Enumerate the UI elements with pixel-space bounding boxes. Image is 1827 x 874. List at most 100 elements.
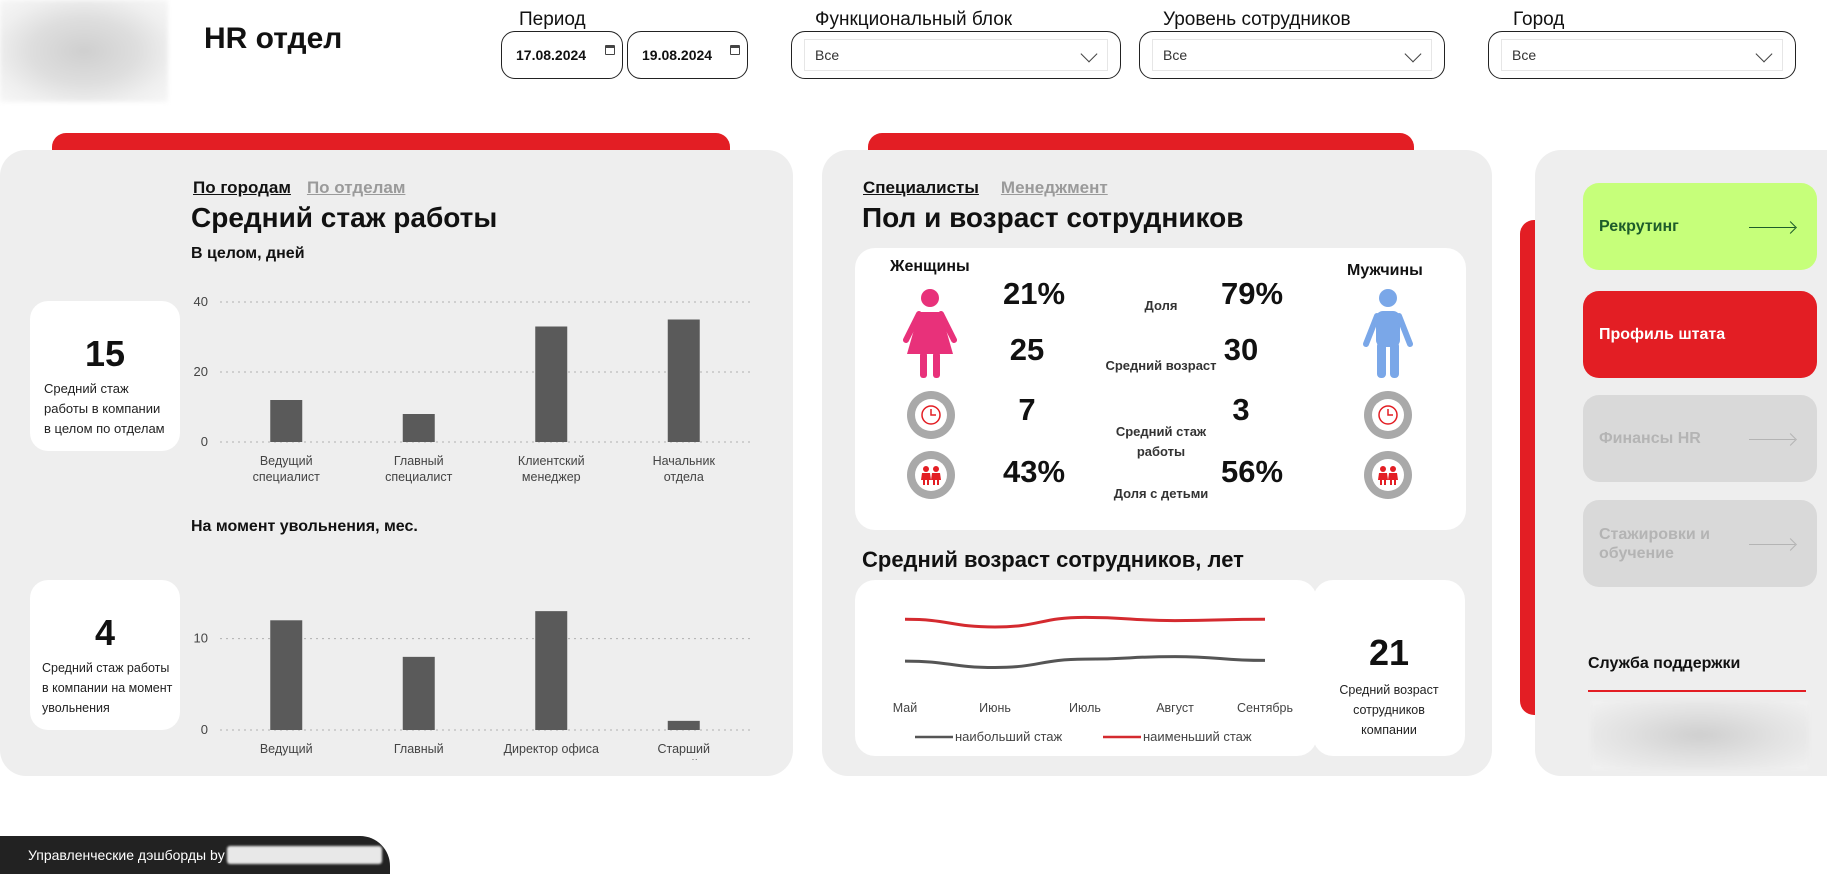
tab-by-city[interactable]: По городам bbox=[193, 178, 291, 197]
city-filter-select[interactable]: Все bbox=[1488, 31, 1796, 79]
clock-icon bbox=[1364, 391, 1412, 439]
tenure-overall-kpi-card: 15 Средний стаж работы в компании в цело… bbox=[30, 301, 180, 451]
age-line-chart-card: Май Июнь Июль Август Сентябрь наибольший стаж… bbox=[855, 580, 1317, 756]
x-tick-label: Директор офиса bbox=[504, 742, 599, 756]
footer-text: Управленческие дэшборды by bbox=[28, 847, 225, 863]
age-kpi-card: 21 Средний возраст сотрудников компании bbox=[1313, 580, 1465, 756]
page-title: HR отдел bbox=[204, 22, 343, 55]
demographics-panel: Специалисты Менеджмент Пол и возраст сот… bbox=[822, 150, 1492, 776]
women-tenure-value: 7 bbox=[1018, 392, 1036, 427]
date-from-input[interactable]: 17.08.2024 bbox=[501, 31, 623, 79]
y-tick-label: 0 bbox=[201, 722, 208, 737]
men-age-value: 30 bbox=[1223, 332, 1259, 367]
company-logo bbox=[0, 0, 168, 102]
block-filter-select[interactable]: Все bbox=[791, 31, 1121, 79]
tab-specialists[interactable]: Специалисты bbox=[863, 178, 979, 197]
date-to-input[interactable]: 19.08.2024 bbox=[627, 31, 748, 79]
kpi-caption-line: в целом по отделам bbox=[44, 421, 165, 436]
x-tick-label: специалист bbox=[253, 470, 321, 484]
bar bbox=[667, 720, 700, 730]
x-tick-label: Июль bbox=[1069, 701, 1101, 715]
children-icon bbox=[1364, 451, 1412, 499]
bar bbox=[270, 620, 303, 730]
kpi-caption-line: работы в компании bbox=[44, 401, 161, 416]
support-label[interactable]: Служба поддержки bbox=[1588, 655, 1741, 672]
male-figure-icon bbox=[1363, 289, 1413, 378]
x-tick-label: Июнь bbox=[979, 701, 1011, 715]
calendar-icon[interactable] bbox=[605, 45, 615, 55]
level-filter-select[interactable]: Все bbox=[1139, 31, 1445, 79]
share-row-label: Доля bbox=[1144, 298, 1178, 313]
kpi-caption-line: в компании на момент bbox=[42, 681, 173, 695]
women-label: Женщины bbox=[890, 258, 970, 275]
tenure-overall-bar-chart: 0 20 40 Ведущий специалист Главный специалист К… bbox=[194, 294, 750, 484]
women-children-value: 43% bbox=[1002, 454, 1066, 489]
nav-staff-profile-button[interactable]: Профиль штата bbox=[1583, 291, 1817, 378]
clock-icon bbox=[907, 391, 955, 439]
x-tick-label: специалист bbox=[385, 758, 453, 760]
tenure-dismissal-bar-chart: 0 10 Ведущий специалист Главный специалист Дир… bbox=[194, 611, 750, 760]
kpi-caption-line: сотрудников bbox=[1353, 703, 1425, 717]
children-icon bbox=[907, 451, 955, 499]
support-logo bbox=[1591, 700, 1809, 770]
kpi-caption-line: Средний возраст bbox=[1339, 683, 1439, 697]
tenure-title: Средний стаж работы bbox=[191, 202, 498, 233]
nav-recruiting-label: Рекрутинг bbox=[1599, 217, 1679, 235]
demographics-title: Пол и возраст сотрудников bbox=[862, 202, 1244, 233]
kpi-caption-line: увольнения bbox=[42, 701, 110, 715]
x-tick-label: Ведущий bbox=[260, 454, 313, 468]
x-tick-label: Клиентский bbox=[518, 454, 585, 468]
nav-staff-profile-label: Профиль штата bbox=[1599, 325, 1726, 343]
x-tick-label: Начальник bbox=[653, 454, 716, 468]
bar bbox=[535, 611, 568, 730]
date-from-value: 17.08.2024 bbox=[516, 47, 587, 63]
kpi-caption-line: Средний стаж bbox=[44, 381, 129, 396]
support-divider bbox=[1588, 690, 1806, 692]
men-children-value: 56% bbox=[1220, 454, 1284, 489]
women-age-value: 25 bbox=[1009, 332, 1045, 367]
tab-by-department[interactable]: По отделам bbox=[306, 178, 406, 197]
chevron-down-icon bbox=[1080, 45, 1098, 63]
women-share-value: 21% bbox=[1002, 276, 1066, 311]
x-tick-label: Сентябрь bbox=[1237, 701, 1293, 715]
legend-label: наименьший стаж bbox=[1143, 729, 1252, 744]
block-filter-value: Все bbox=[815, 47, 840, 63]
y-tick-label: 20 bbox=[194, 364, 208, 379]
children-row-label: Доля с детьми bbox=[1113, 486, 1209, 501]
tab-management[interactable]: Менеджмент bbox=[1000, 178, 1108, 197]
block-filter-label: Функциональный блок bbox=[815, 9, 1013, 30]
series-line bbox=[904, 655, 1266, 670]
tenure-dismissal-kpi-card: 4 Средний стаж работы в компании на моме… bbox=[30, 580, 180, 730]
city-filter-label: Город bbox=[1513, 9, 1565, 30]
x-tick-label: специалист bbox=[385, 470, 453, 484]
tenure-row-label: Средний стаж работы bbox=[1115, 424, 1207, 459]
tenure-dismissal-subtitle: На момент увольнения, мес. bbox=[191, 518, 418, 535]
chevron-down-icon bbox=[1404, 45, 1422, 63]
bar bbox=[402, 656, 435, 730]
footer-brand-logo bbox=[226, 846, 382, 864]
x-tick-label: Главный bbox=[394, 742, 444, 756]
age-kpi-value: 21 bbox=[1368, 632, 1410, 673]
nav-hr-finance-button[interactable]: Финансы HR bbox=[1583, 395, 1817, 482]
arrow-right-icon bbox=[1749, 543, 1795, 545]
tenure-overall-subtitle: В целом, дней bbox=[191, 245, 305, 262]
series-line bbox=[904, 615, 1266, 629]
x-tick-label: менеджер bbox=[522, 470, 581, 484]
bar bbox=[667, 319, 700, 442]
calendar-icon[interactable] bbox=[730, 45, 740, 55]
city-filter-value: Все bbox=[1512, 47, 1537, 63]
nav-panel: Рекрутинг Профиль штата Финансы HR Стажи… bbox=[1535, 150, 1827, 776]
footer-bar: Управленческие дэшборды by bbox=[0, 836, 390, 874]
x-tick-label: Главный bbox=[394, 454, 444, 468]
nav-internships-label: Стажировки и обучение bbox=[1599, 525, 1710, 562]
age-chart-title: Средний возраст сотрудников, лет bbox=[862, 547, 1244, 572]
kpi-caption-line: Средний стаж работы bbox=[42, 661, 170, 675]
nav-internships-button[interactable]: Стажировки и обучение bbox=[1583, 500, 1817, 587]
tenure-overall-kpi-value: 15 bbox=[84, 333, 126, 374]
period-label: Период bbox=[519, 9, 586, 30]
x-tick-label: отдела bbox=[664, 470, 704, 484]
legend-label: наибольший стаж bbox=[955, 729, 1063, 744]
nav-recruiting-button[interactable]: Рекрутинг bbox=[1583, 183, 1817, 270]
arrow-right-icon bbox=[1749, 438, 1795, 440]
tenure-dismissal-kpi-value: 4 bbox=[94, 612, 116, 653]
